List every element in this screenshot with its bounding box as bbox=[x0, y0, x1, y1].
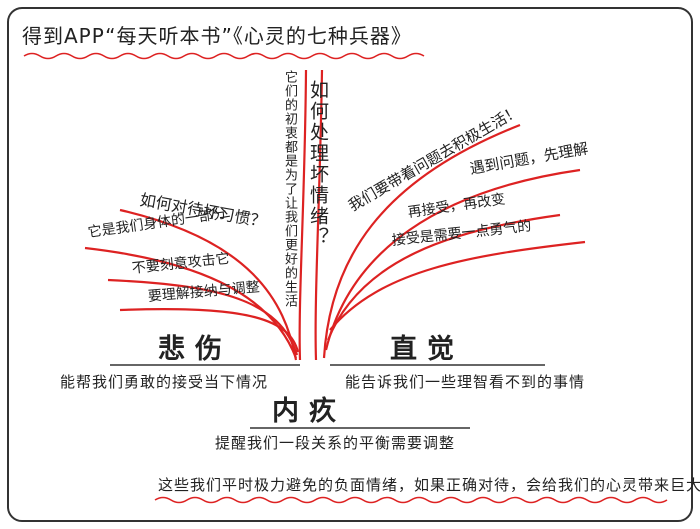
emotion-description: 提醒我们一段关系的平衡需要调整 bbox=[215, 434, 456, 452]
title-underline bbox=[23, 52, 425, 60]
emotion-name: 直觉 bbox=[390, 334, 464, 365]
central-question: 如何处理坏情绪？ bbox=[307, 80, 329, 248]
tree bbox=[84, 69, 586, 361]
frame bbox=[7, 7, 693, 522]
emotion-name: 悲伤 bbox=[158, 334, 232, 365]
rules bbox=[110, 364, 545, 429]
central-aim: 它们的初衷都是为了让我们更好的生活 bbox=[282, 70, 297, 308]
footer-underline bbox=[154, 496, 668, 504]
emotion-name: 内疚 bbox=[272, 396, 346, 427]
emotion-description: 能告诉我们一些理智看不到的事情 bbox=[345, 373, 586, 391]
title: 得到APP“每天听本书”《心灵的七种兵器》 bbox=[22, 24, 412, 48]
footer: 这些我们平时极力避免的负面情绪，如果正确对待，会给我们的心灵带来巨大好处！ bbox=[158, 476, 700, 494]
emotion-description: 能帮我们勇敢的接受当下情况 bbox=[60, 373, 269, 391]
